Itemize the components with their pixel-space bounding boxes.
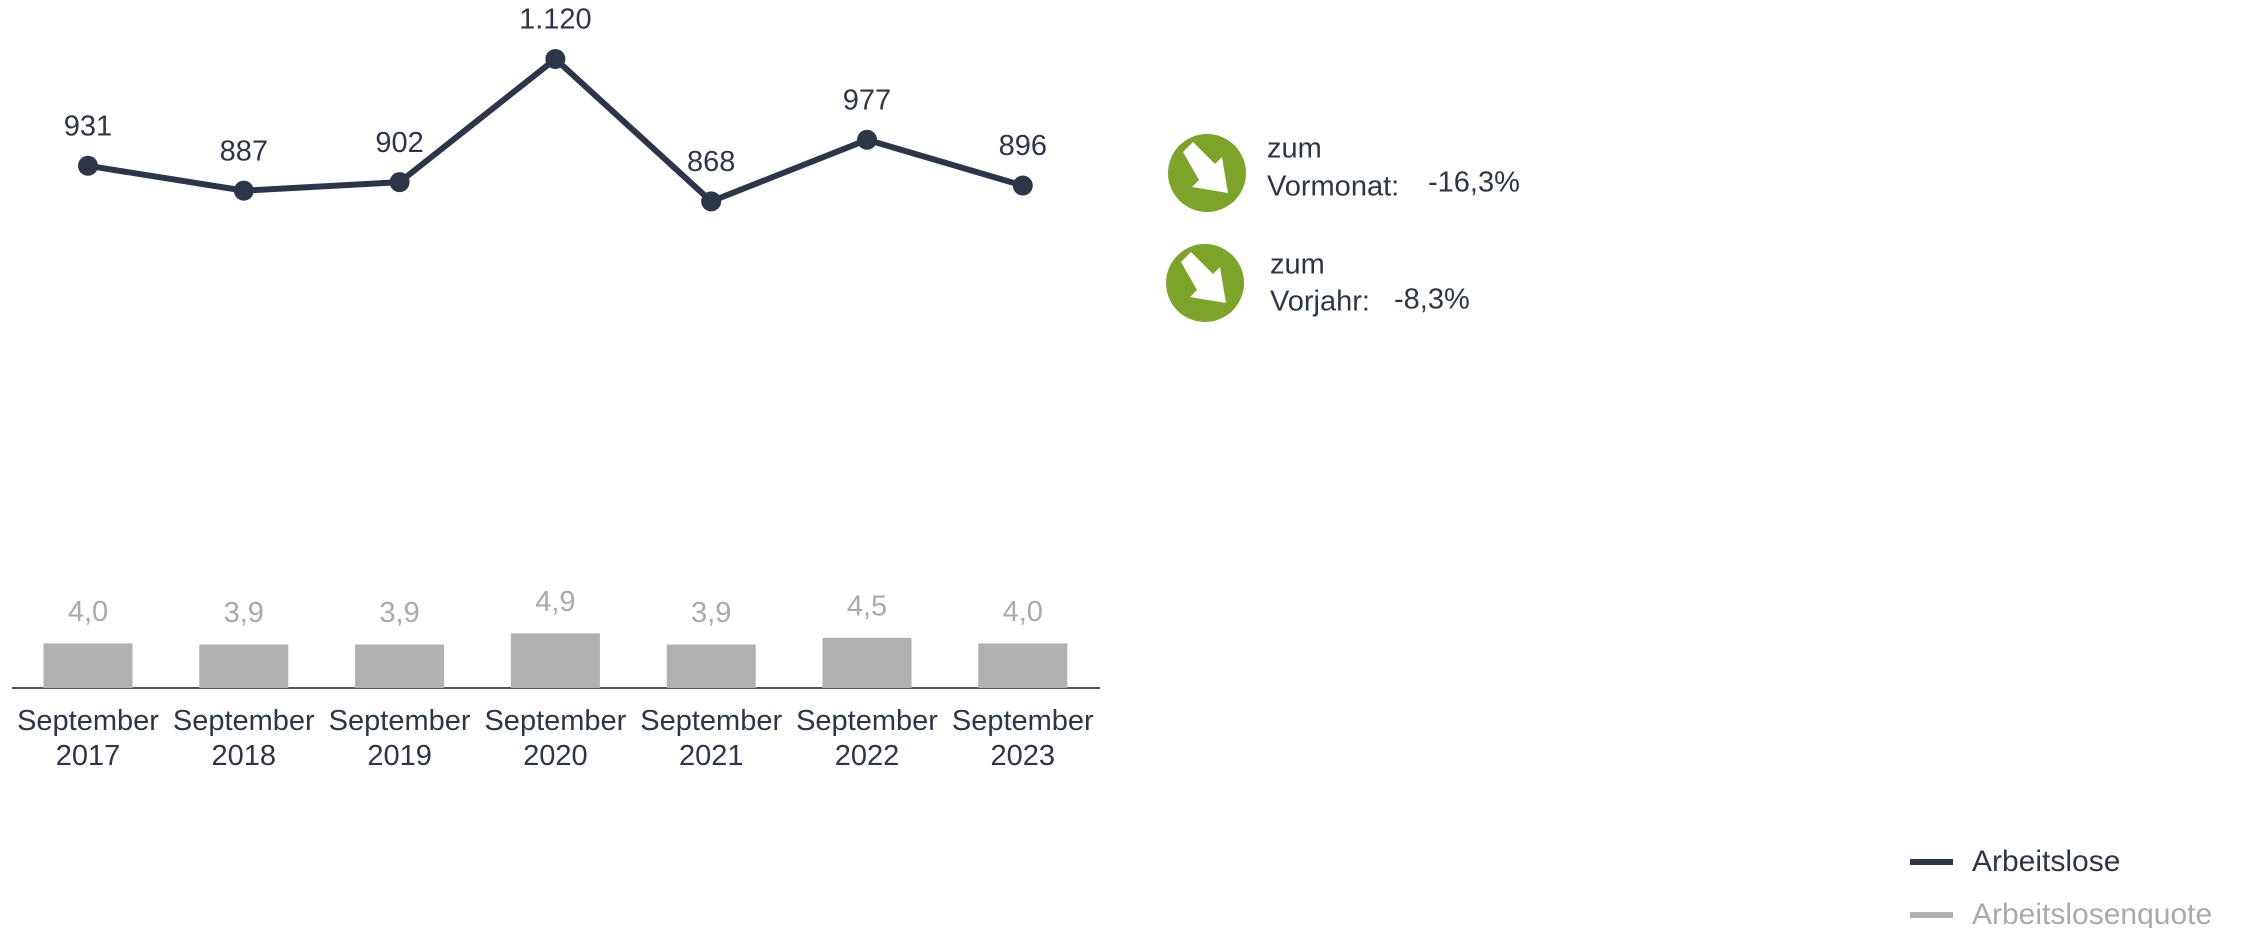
data-label: 887: [220, 135, 268, 167]
bar: [199, 644, 289, 688]
data-label: 896: [999, 130, 1047, 162]
data-label: 3,9: [379, 597, 419, 629]
arrow-icon: [1183, 142, 1228, 193]
point: [389, 172, 410, 193]
x-tick-label: September 2019: [329, 705, 471, 772]
data-label: 977: [843, 84, 891, 116]
point: [1012, 175, 1033, 196]
bar: [510, 633, 600, 688]
data-label: 4,9: [535, 586, 575, 618]
bar: [822, 637, 912, 688]
indicator-value: -8,3%: [1394, 284, 1470, 316]
data-label: 4,5: [847, 590, 887, 622]
point: [78, 155, 98, 176]
indicator-label: zum: [1270, 249, 1325, 281]
indicator: zum Vorjahr: -8,3%: [1166, 244, 1470, 322]
arrow-icon: [1181, 252, 1226, 303]
x-tick-label: September 2023: [952, 705, 1094, 772]
data-label: 4,0: [68, 596, 108, 628]
bar: [978, 643, 1068, 688]
point: [701, 191, 722, 212]
data-label: 1.120: [519, 4, 592, 36]
point: [233, 180, 254, 201]
point: [545, 49, 566, 69]
indicator-label: zum: [1267, 133, 1322, 165]
indicator: zum Vormonat: -16,3%: [1168, 133, 1520, 212]
indicator-label: Vormonat:: [1267, 171, 1399, 203]
x-tick-label: September 2021: [640, 705, 782, 772]
x-tick-label: September 2020: [484, 705, 626, 772]
data-label: 3,9: [224, 597, 264, 629]
x-tick-label: September 2018: [173, 705, 315, 772]
data-label: 4,0: [1003, 596, 1043, 628]
data-label: 902: [375, 127, 423, 159]
bar: [355, 644, 445, 688]
data-label: 931: [64, 110, 112, 142]
point: [857, 129, 877, 150]
bar: [43, 643, 133, 688]
data-label: 3,9: [691, 597, 731, 629]
legend-label: Arbeitslosenquote: [1972, 898, 2212, 928]
indicator-value: -16,3%: [1428, 167, 1520, 199]
bar: [666, 644, 756, 688]
x-tick-label: September 2017: [17, 705, 159, 772]
line: [87, 56, 1024, 205]
legend-label: Arbeitslose: [1972, 845, 2120, 878]
data-label: 868: [687, 146, 735, 178]
x-tick-label: September 2022: [796, 705, 938, 772]
indicator-label: Vorjahr:: [1270, 286, 1370, 318]
